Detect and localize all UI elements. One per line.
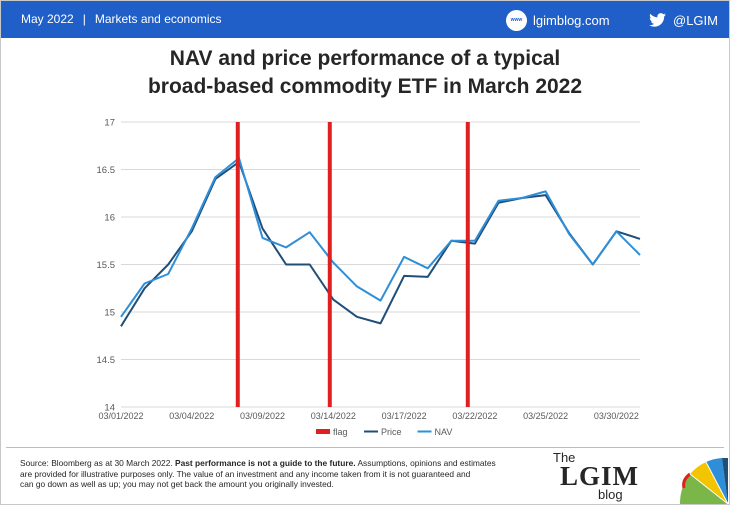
- x-tick-label: 03/09/2022: [240, 411, 285, 421]
- footnote-text3: can go down as well as up; you may not g…: [20, 479, 334, 490]
- footnote-bold: Past performance is not a guide to the f…: [175, 458, 356, 468]
- legend-item-price: Price: [364, 427, 402, 437]
- header-twitter[interactable]: @LGIM: [649, 8, 718, 32]
- y-tick-label: 16.5: [97, 165, 116, 176]
- legend-label: flag: [333, 427, 348, 437]
- lgim-blog-logo: The LGIM blog: [550, 450, 638, 504]
- y-tick-label: 15.5: [97, 260, 116, 271]
- header-section: Markets and economics: [94, 12, 222, 26]
- legend-swatch: [316, 429, 330, 434]
- y-tick-label: 15: [104, 308, 115, 319]
- chart-title: NAV and price performance of a typical b…: [0, 45, 730, 101]
- logo-the: The: [553, 450, 576, 465]
- legend-label: NAV: [435, 427, 453, 437]
- y-tick-label: 14: [104, 403, 115, 414]
- header-separator: |: [82, 12, 86, 26]
- twitter-handle[interactable]: @LGIM: [673, 12, 718, 28]
- y-tick-label: 14.5: [97, 355, 116, 366]
- legend-label: Price: [381, 427, 402, 437]
- x-tick-label: 03/17/2022: [382, 411, 427, 421]
- footnote-text2: are provided for illustrative purposes o…: [20, 468, 471, 479]
- footnote: Source: Bloomberg as at 30 March 2022. P…: [20, 458, 520, 490]
- x-tick-label: 03/30/2022: [594, 411, 639, 421]
- header-date: May 2022: [21, 12, 74, 26]
- globe-icon: www: [506, 9, 527, 31]
- chart-title-line2: broad-based commodity ETF in March 2022: [147, 75, 583, 98]
- twitter-icon: [649, 13, 666, 27]
- x-tick-label: 03/01/2022: [98, 411, 143, 421]
- x-tick-label: 03/14/2022: [311, 411, 356, 421]
- footnote-source: Source: Bloomberg as at 30 March 2022.: [20, 458, 173, 468]
- series-line-nav: [120, 157, 641, 318]
- header-bar: May 2022 | Markets and economics www lgimb…: [1, 1, 729, 38]
- chart-title-line1: NAV and price performance of a typical: [169, 47, 561, 70]
- logo-lgim: LGIM: [560, 461, 640, 491]
- logo-blog: blog: [598, 487, 623, 502]
- header-left: May 2022 | Markets and economics: [21, 12, 222, 26]
- legend-item-flag: flag: [316, 427, 348, 437]
- x-tick-label: 03/04/2022: [169, 411, 214, 421]
- header-site[interactable]: www lgimblog.com: [506, 8, 610, 32]
- legend-item-nav: NAV: [417, 427, 453, 437]
- series-line-price: [120, 160, 641, 327]
- y-tick-label: 16: [104, 213, 115, 224]
- site-link[interactable]: lgimblog.com: [533, 12, 610, 28]
- x-tick-label: 03/22/2022: [452, 411, 497, 421]
- umbrella-icon: [679, 458, 728, 504]
- x-tick-label: 03/25/2022: [523, 411, 568, 421]
- footer-divider: [6, 447, 724, 448]
- y-tick-label: 17: [104, 118, 115, 129]
- footnote-text1: Assumptions, opinions and estimates: [357, 458, 496, 468]
